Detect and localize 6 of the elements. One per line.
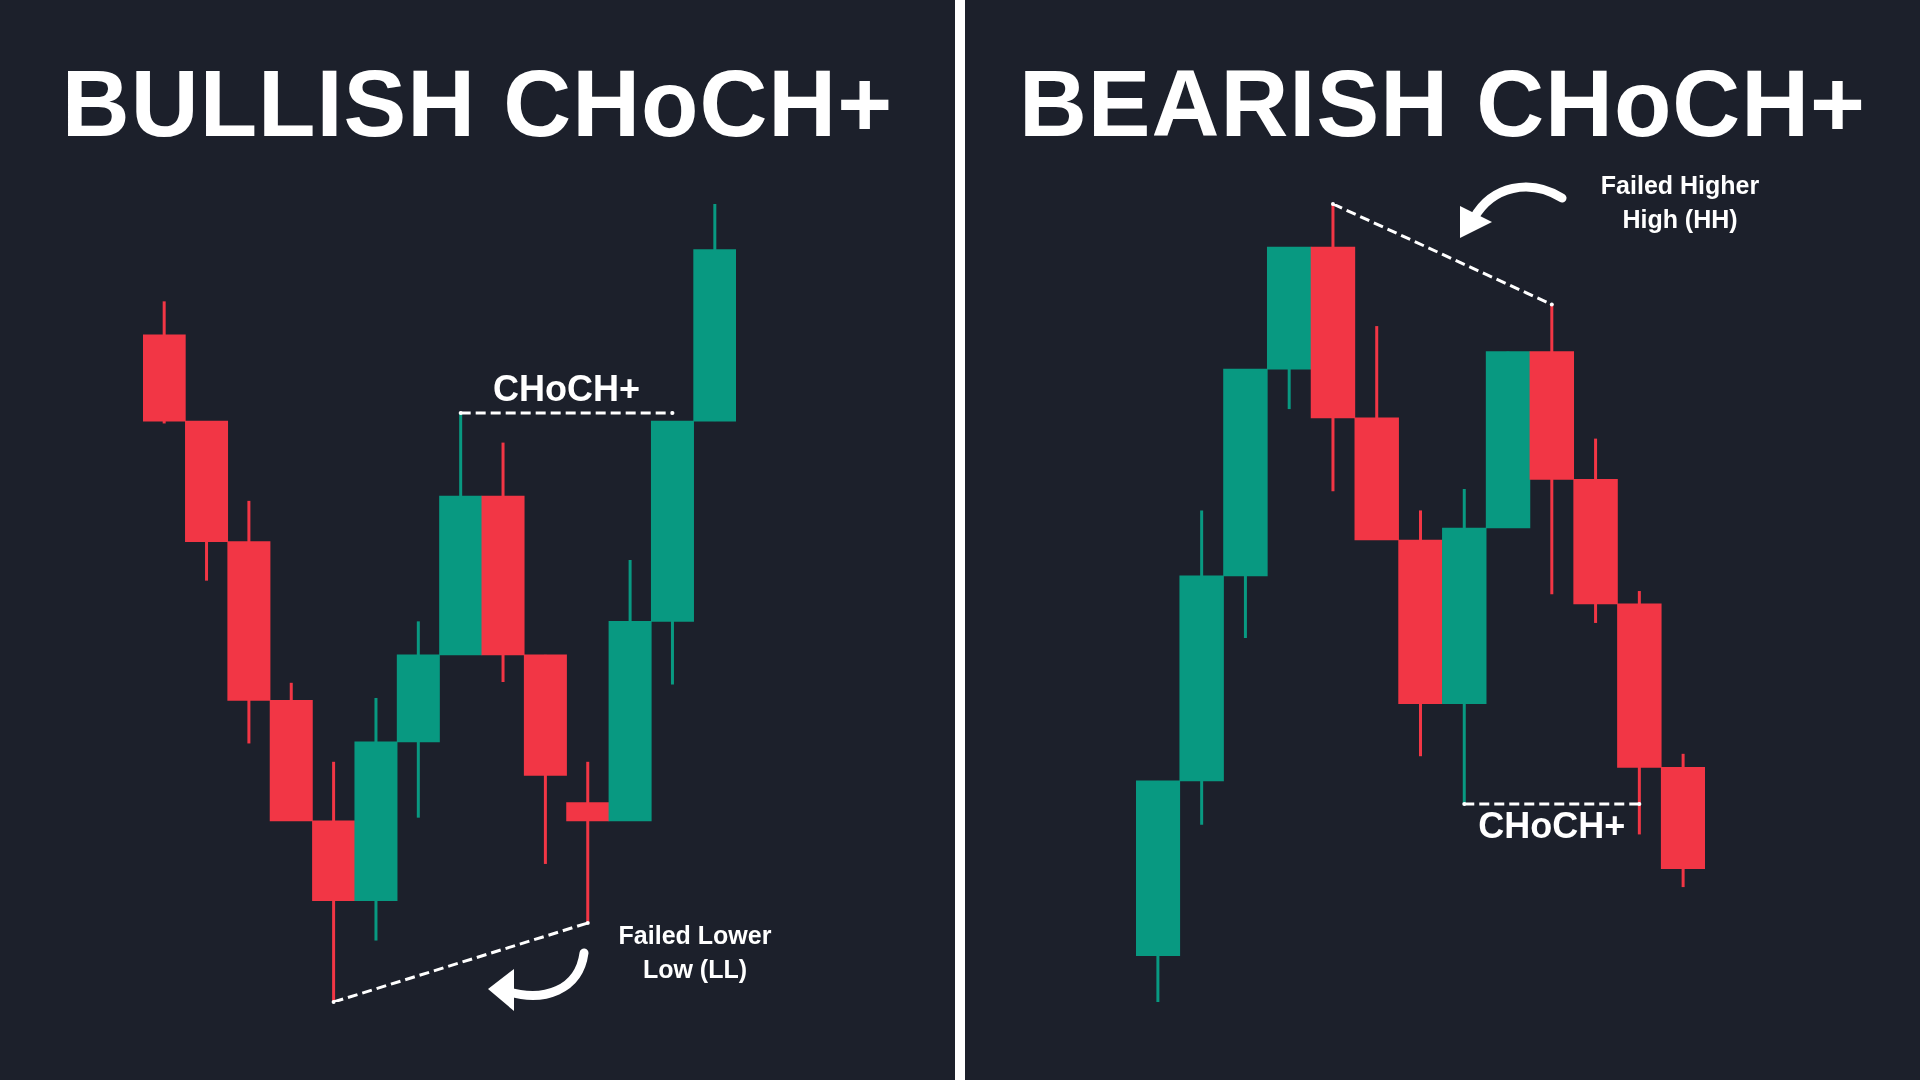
annotation: CHoCH+ — [493, 368, 641, 409]
annotation: Failed Higher High (HH) — [1599, 170, 1761, 235]
annotation: Failed Lower Low (LL) — [617, 920, 773, 985]
chart-title: BEARISH CHoCH+ — [1018, 50, 1867, 158]
chart-title: BULLISH CHoCH+ — [60, 50, 895, 158]
annotation: CHoCH+ — [1478, 805, 1626, 847]
